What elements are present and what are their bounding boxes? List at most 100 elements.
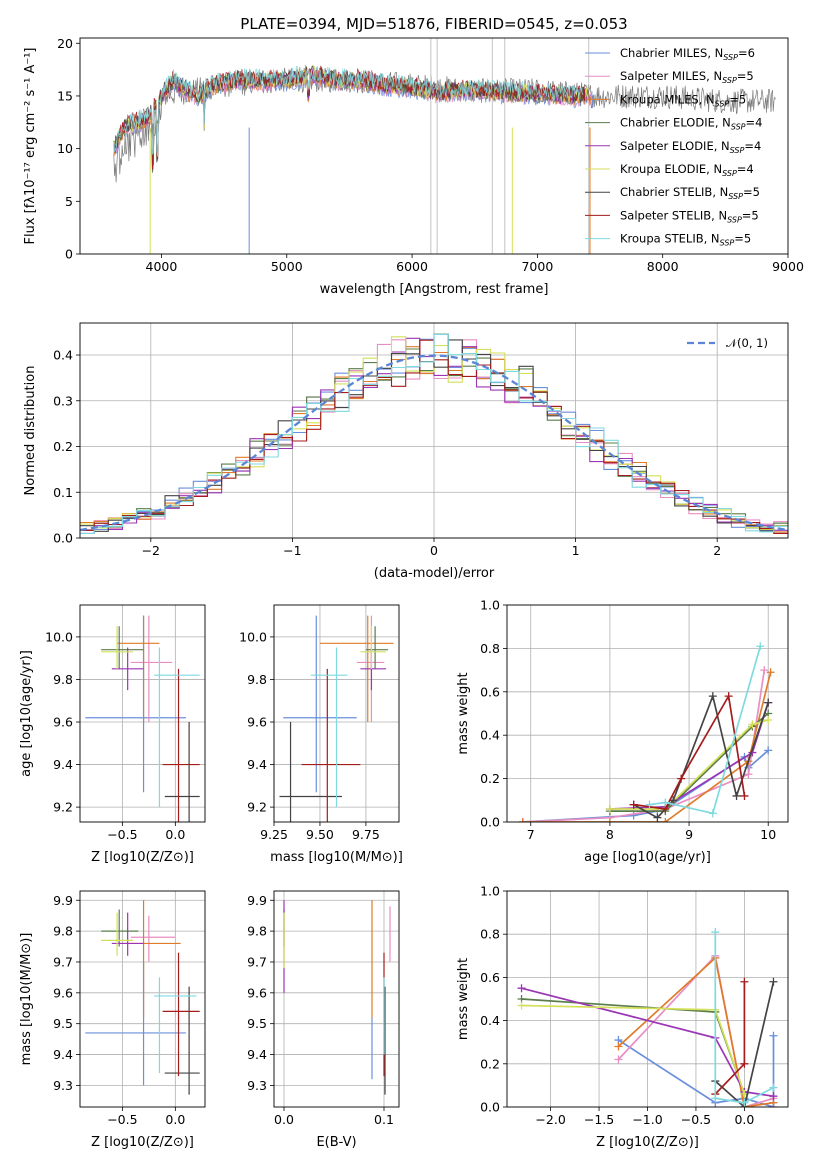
x-tick-label: −2 <box>142 543 160 558</box>
y-tick-label: 0.8 <box>480 641 500 656</box>
legend-entry: Chabrier MILES, NSSP=6 <box>620 46 755 62</box>
y-tick-label: 9.8 <box>247 924 267 939</box>
x-tick-label: 2 <box>713 543 721 558</box>
x-tick-label: −0.5 <box>681 1112 711 1127</box>
point-chabrier-elodie <box>101 626 144 669</box>
panel-age_vs_Z: −0.5 0.0 9.2 9.4 9.6 9.8 10.0 Z [log10(Z/Z⊙)] ag… <box>19 604 206 865</box>
y-axis-label: Normed distribution <box>23 366 38 496</box>
data-point-marker <box>764 716 773 725</box>
panel-residuals: −2 −1 0 1 2 0.0 0.1 0.2 0.3 0.4 (data-model)/error… <box>23 322 789 581</box>
point-chabrier-stelib <box>164 986 200 1095</box>
data-point-marker <box>740 791 749 800</box>
gridlines <box>507 604 788 823</box>
point-chabrier-stelib <box>164 722 200 822</box>
y-tick-label: 0 <box>65 247 73 262</box>
x-tick-label: 0.0 <box>734 1112 754 1127</box>
histogram-kroupa-stelib <box>80 333 788 534</box>
axes-frame <box>79 890 206 1108</box>
x-tick-label: 9.25 <box>260 827 288 842</box>
y-tick-label: 0.2 <box>480 1056 500 1071</box>
point-kroupa-stelib <box>154 647 200 808</box>
x-tick-label: 5000 <box>271 259 303 274</box>
gridlines <box>80 891 205 1107</box>
series-line <box>521 998 746 1095</box>
x-tick-label: 8 <box>606 827 614 842</box>
y-tick-label: 9.3 <box>247 1078 267 1093</box>
y-tick-label: 9.6 <box>247 985 267 1000</box>
x-tick-label: 7000 <box>521 259 553 274</box>
gridlines <box>507 890 788 1108</box>
data-point-marker <box>661 798 670 807</box>
y-tick-label: 9.5 <box>247 1016 267 1031</box>
data-point-marker <box>740 977 749 986</box>
x-tick-label: −2.0 <box>535 1112 565 1127</box>
data-point-marker <box>711 1094 720 1103</box>
data-point-marker <box>744 770 753 779</box>
x-tick-label: 0.0 <box>165 827 185 842</box>
series-line <box>609 712 769 812</box>
series-line <box>714 981 775 1107</box>
data-point-marker <box>614 1042 623 1051</box>
y-axis-label: Flux [fλ10⁻¹⁷ erg cm⁻² s⁻¹ A⁻¹] <box>23 48 38 245</box>
point-kroupa-stelib <box>154 977 197 1074</box>
legend-entry: Kroupa MILES, NSSP=5 <box>620 92 746 108</box>
series-line <box>649 645 762 815</box>
plot-area <box>518 642 775 822</box>
data-point-marker <box>740 1098 749 1107</box>
plot-area <box>113 38 776 254</box>
data-point-marker <box>769 977 778 986</box>
x-tick-label: −1 <box>283 543 301 558</box>
x-tick-label: 8000 <box>647 259 679 274</box>
plot-area <box>279 615 394 822</box>
data-point-marker <box>614 1055 623 1064</box>
y-tick-label: 10.0 <box>239 629 267 644</box>
y-tick-label: 0.4 <box>480 1013 500 1028</box>
x-tick-label: 0.1 <box>374 1112 394 1127</box>
series-line <box>714 932 774 1104</box>
legend-entry: Chabrier ELODIE, NSSP=4 <box>620 116 762 132</box>
legend: Chabrier MILES, NSSP=6 Salpeter MILES, NS… <box>585 46 762 248</box>
axes-frame <box>506 604 789 823</box>
y-tick-label: 9.4 <box>53 1047 73 1062</box>
y-tick-label: 9.9 <box>53 893 73 908</box>
y-axis-label: age [log10(age/yr)] <box>19 650 34 777</box>
legend-entry: Chabrier STELIB, NSSP=5 <box>620 185 760 201</box>
point-chabrier-miles <box>85 615 186 793</box>
y-tick-label: 9.4 <box>53 757 73 772</box>
x-tick-label: 0.0 <box>165 1112 185 1127</box>
data-point-marker <box>645 800 654 809</box>
series-kroupa-elodie <box>605 716 773 813</box>
series-salpeter-stelib <box>629 692 749 813</box>
y-tick-label: 0.0 <box>480 1100 500 1115</box>
data-point-marker <box>766 668 775 677</box>
x-axis-label: (data-model)/error <box>374 566 495 581</box>
y-tick-label: 0.0 <box>53 531 73 546</box>
y-tick-label: 9.4 <box>247 1047 267 1062</box>
figure-title: PLATE=0394, MJD=51876, FIBERID=0545, z=0… <box>240 15 627 33</box>
point-salpeter-stelib <box>162 952 200 1077</box>
data-point-marker <box>661 818 670 822</box>
panel-spectrum: 4000 5000 6000 7000 8000 9000 0 5 10 15 20 waveleng… <box>23 36 804 297</box>
axes-frame <box>506 890 789 1108</box>
x-axis-label: mass [log10(M/M⊙)] <box>270 850 403 865</box>
panel-mass_weight_vs_age: 7 8 9 10 0.0 0.2 0.4 0.6 0.8 1.0 age [log10(age/yr… <box>456 598 789 865</box>
x-tick-label: 1 <box>572 543 580 558</box>
data-point-marker <box>605 818 614 822</box>
x-tick-label: −1.0 <box>632 1112 662 1127</box>
axes-frame <box>79 37 789 255</box>
data-point-marker <box>517 984 526 993</box>
y-tick-label: 0.8 <box>480 927 500 942</box>
y-tick-label: 0.1 <box>53 485 73 500</box>
legend-entry: 𝒩(0, 1) <box>726 336 768 350</box>
plot-area <box>85 900 200 1095</box>
gridlines <box>80 605 205 822</box>
point-chabrier-miles <box>283 615 357 793</box>
y-tick-label: 9.5 <box>53 1016 73 1031</box>
series-kroupa-stelib <box>645 642 765 818</box>
data-point-marker <box>769 1092 778 1101</box>
axes-frame <box>79 322 789 539</box>
x-tick-label: 10 <box>760 827 776 842</box>
y-tick-label: 9.9 <box>247 893 267 908</box>
x-tick-label: 7 <box>527 827 535 842</box>
